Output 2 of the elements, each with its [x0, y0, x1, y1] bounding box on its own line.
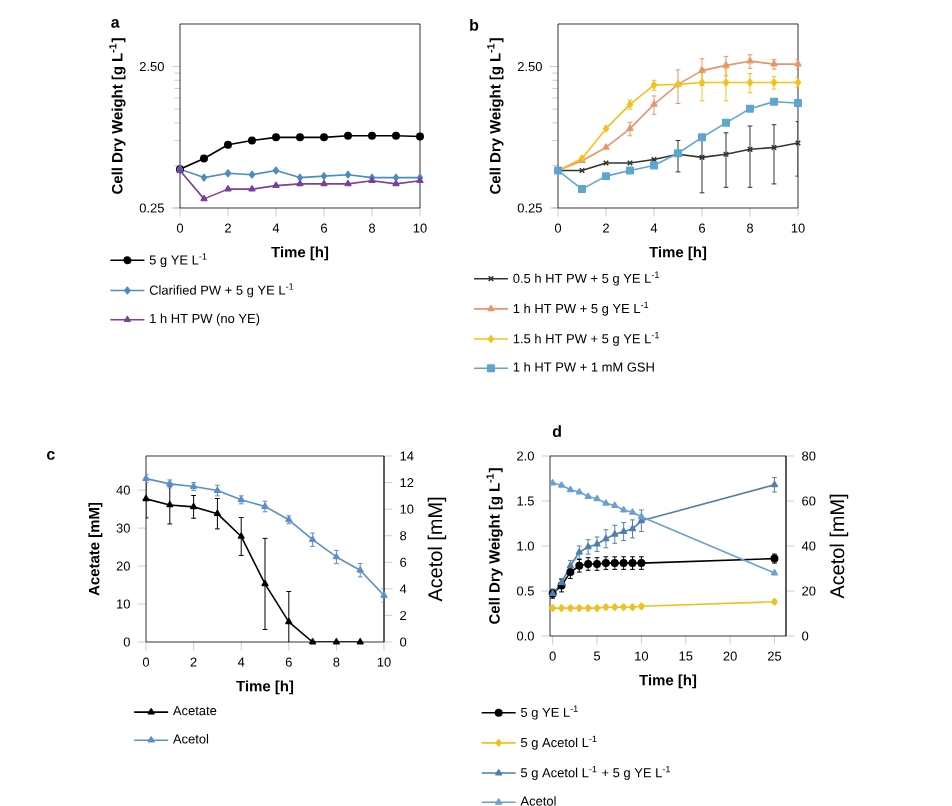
y2-axis-title: Acetol [mM]: [829, 494, 849, 599]
y2-axis-title: Acetol [mM]: [427, 497, 447, 602]
